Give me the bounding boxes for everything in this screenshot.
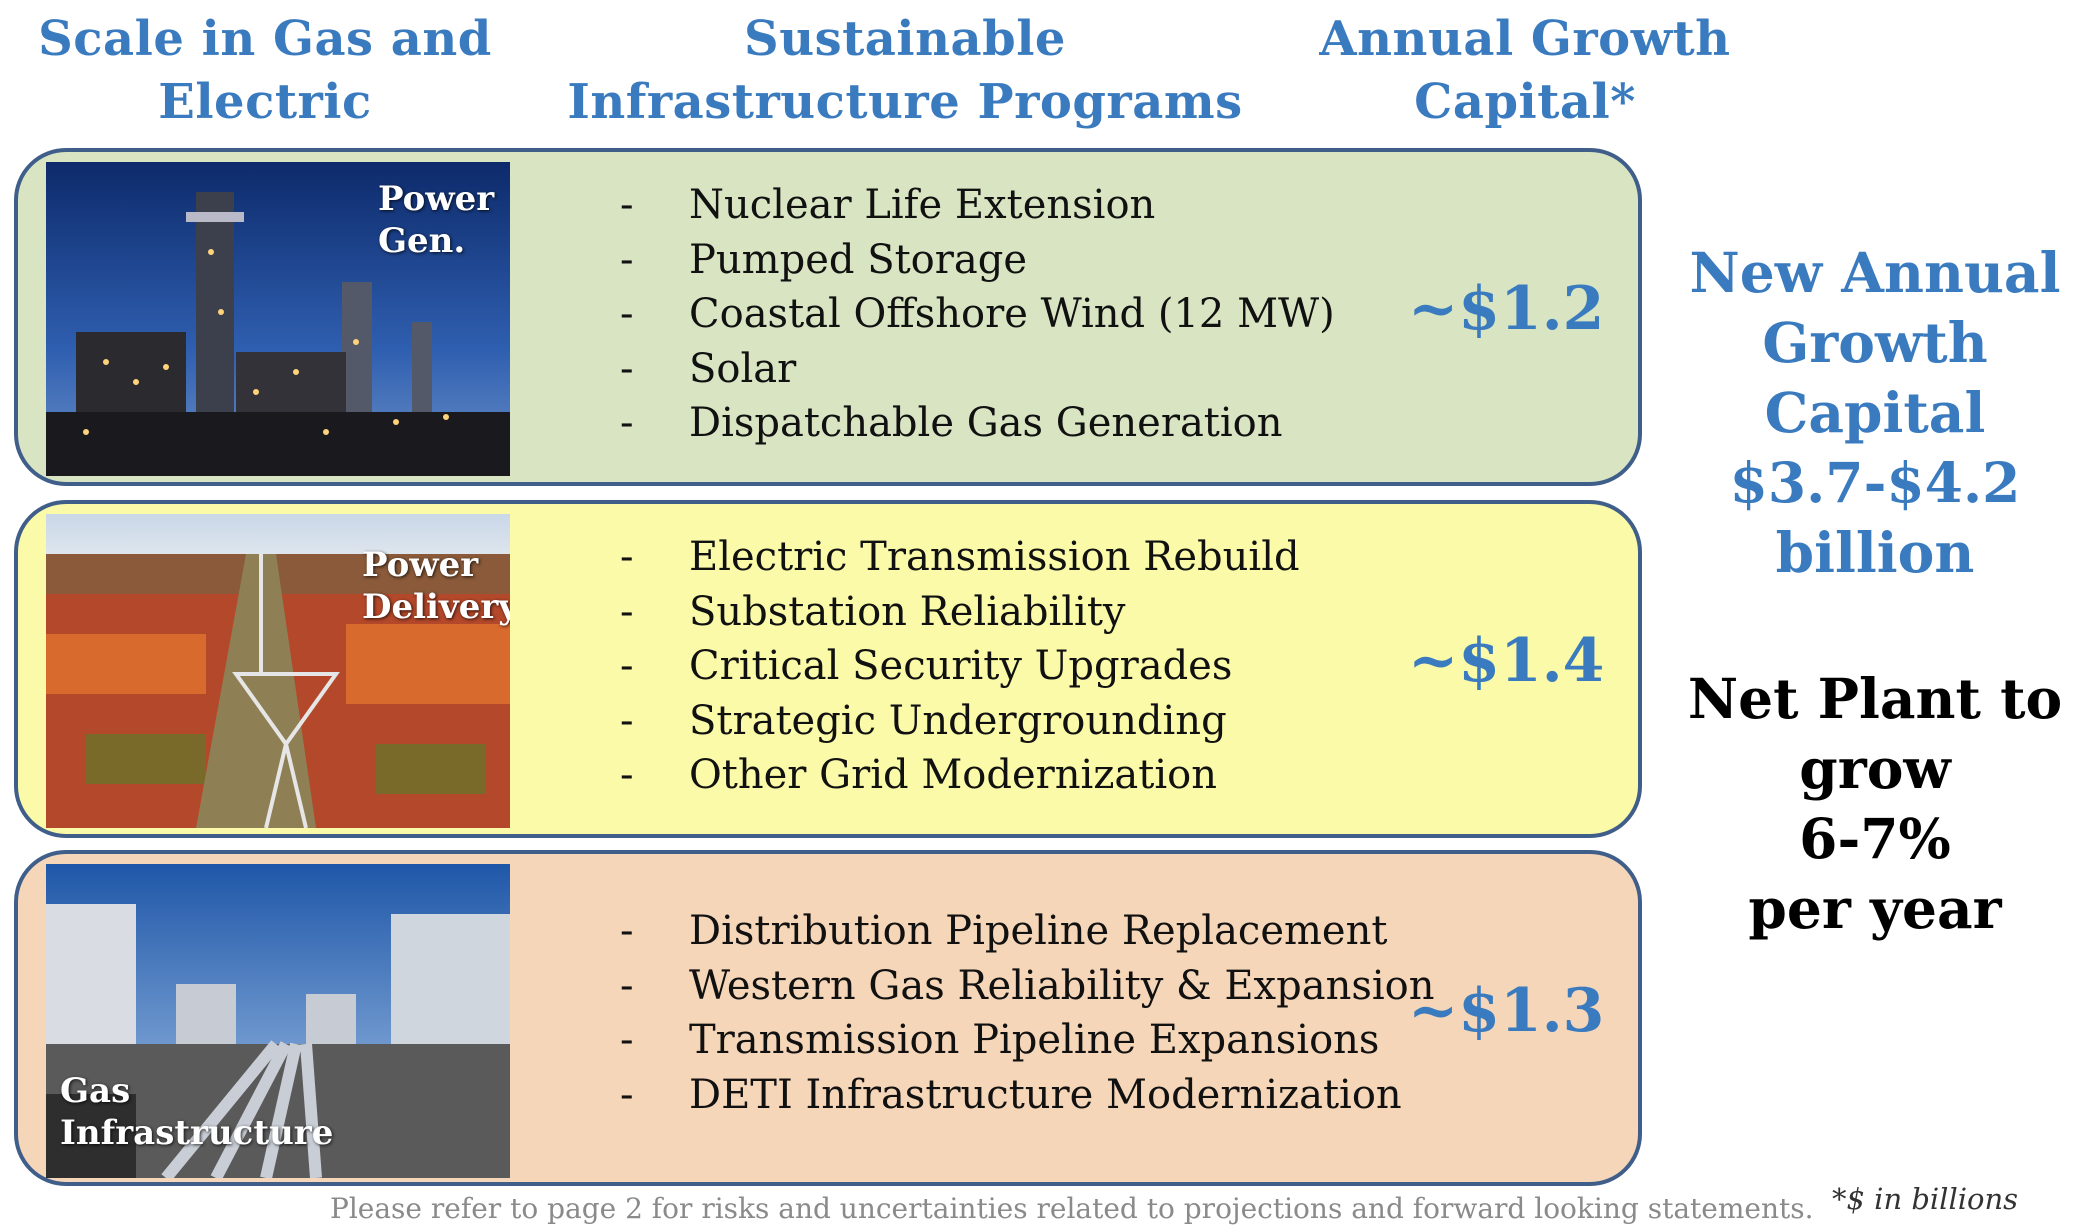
summary-line: Growth Capital bbox=[1762, 310, 1988, 445]
header-scale: Scale in Gas and Electric bbox=[38, 11, 492, 130]
transmission-line-forest-photo: Power Delivery bbox=[46, 514, 510, 828]
list-item: Transmission Pipeline Expansions bbox=[602, 1013, 1435, 1068]
amount-power-gen: ~$1.2 bbox=[1408, 274, 1605, 344]
amount-power-delivery: ~$1.4 bbox=[1408, 626, 1605, 696]
summary-line: grow bbox=[1799, 736, 1951, 801]
list-item: Nuclear Life Extension bbox=[602, 178, 1335, 233]
list-item: Coastal Offshore Wind (12 MW) bbox=[602, 287, 1335, 342]
photo-label-power-delivery: Power Delivery bbox=[362, 545, 510, 627]
list-item: Distribution Pipeline Replacement bbox=[602, 904, 1435, 959]
summary-line: $3.7-$4.2 bbox=[1729, 450, 2021, 515]
power-plant-night-photo: Power Gen. bbox=[46, 162, 510, 476]
program-list-power-delivery: Electric Transmission Rebuild Substation… bbox=[602, 530, 1300, 803]
header-annual-growth-capital: Annual Growth Capital* bbox=[1319, 11, 1731, 130]
summary-line: Net Plant to bbox=[1687, 666, 2063, 731]
list-item: Electric Transmission Rebuild bbox=[602, 530, 1300, 585]
list-item: Critical Security Upgrades bbox=[602, 639, 1300, 694]
photo-label-gas-infrastructure: Gas Infrastructure bbox=[60, 1071, 334, 1153]
list-item: Solar bbox=[602, 342, 1335, 397]
list-item: Strategic Undergrounding bbox=[602, 694, 1300, 749]
summary-line: billion bbox=[1775, 520, 1975, 585]
list-item: Western Gas Reliability & Expansion bbox=[602, 959, 1435, 1014]
program-list-power-gen: Nuclear Life Extension Pumped Storage Co… bbox=[602, 178, 1335, 451]
summary-line: New Annual bbox=[1689, 240, 2061, 305]
row-power-gen: Power Gen. Nuclear Life Extension Pumped… bbox=[14, 148, 1642, 486]
net-plant-growth: Net Plant to grow 6-7% per year bbox=[1660, 664, 2086, 944]
row-gas-infrastructure: Gas Infrastructure Distribution Pipeline… bbox=[14, 850, 1642, 1186]
units-note: *$ in billions bbox=[1832, 1182, 2019, 1216]
risk-disclaimer-footnote: Please refer to page 2 for risks and unc… bbox=[330, 1192, 1814, 1225]
program-list-gas-infrastructure: Distribution Pipeline Replacement Wester… bbox=[602, 904, 1435, 1122]
row-power-delivery: Power Delivery Electric Transmission Reb… bbox=[14, 500, 1642, 838]
summary-line: 6-7% bbox=[1799, 806, 1951, 871]
list-item: DETI Infrastructure Modernization bbox=[602, 1068, 1435, 1123]
header-programs: Sustainable Infrastructure Programs bbox=[567, 11, 1243, 130]
new-annual-growth-capital: New Annual Growth Capital $3.7-$4.2 bill… bbox=[1660, 238, 2086, 588]
gas-pipeline-tanks-photo: Gas Infrastructure bbox=[46, 864, 510, 1178]
list-item: Pumped Storage bbox=[602, 233, 1335, 288]
summary-line: per year bbox=[1748, 876, 2002, 941]
photo-label-power-gen: Power Gen. bbox=[378, 179, 495, 261]
amount-gas-infrastructure: ~$1.3 bbox=[1408, 976, 1605, 1046]
list-item: Other Grid Modernization bbox=[602, 748, 1300, 803]
list-item: Dispatchable Gas Generation bbox=[602, 396, 1335, 451]
list-item: Substation Reliability bbox=[602, 585, 1300, 640]
